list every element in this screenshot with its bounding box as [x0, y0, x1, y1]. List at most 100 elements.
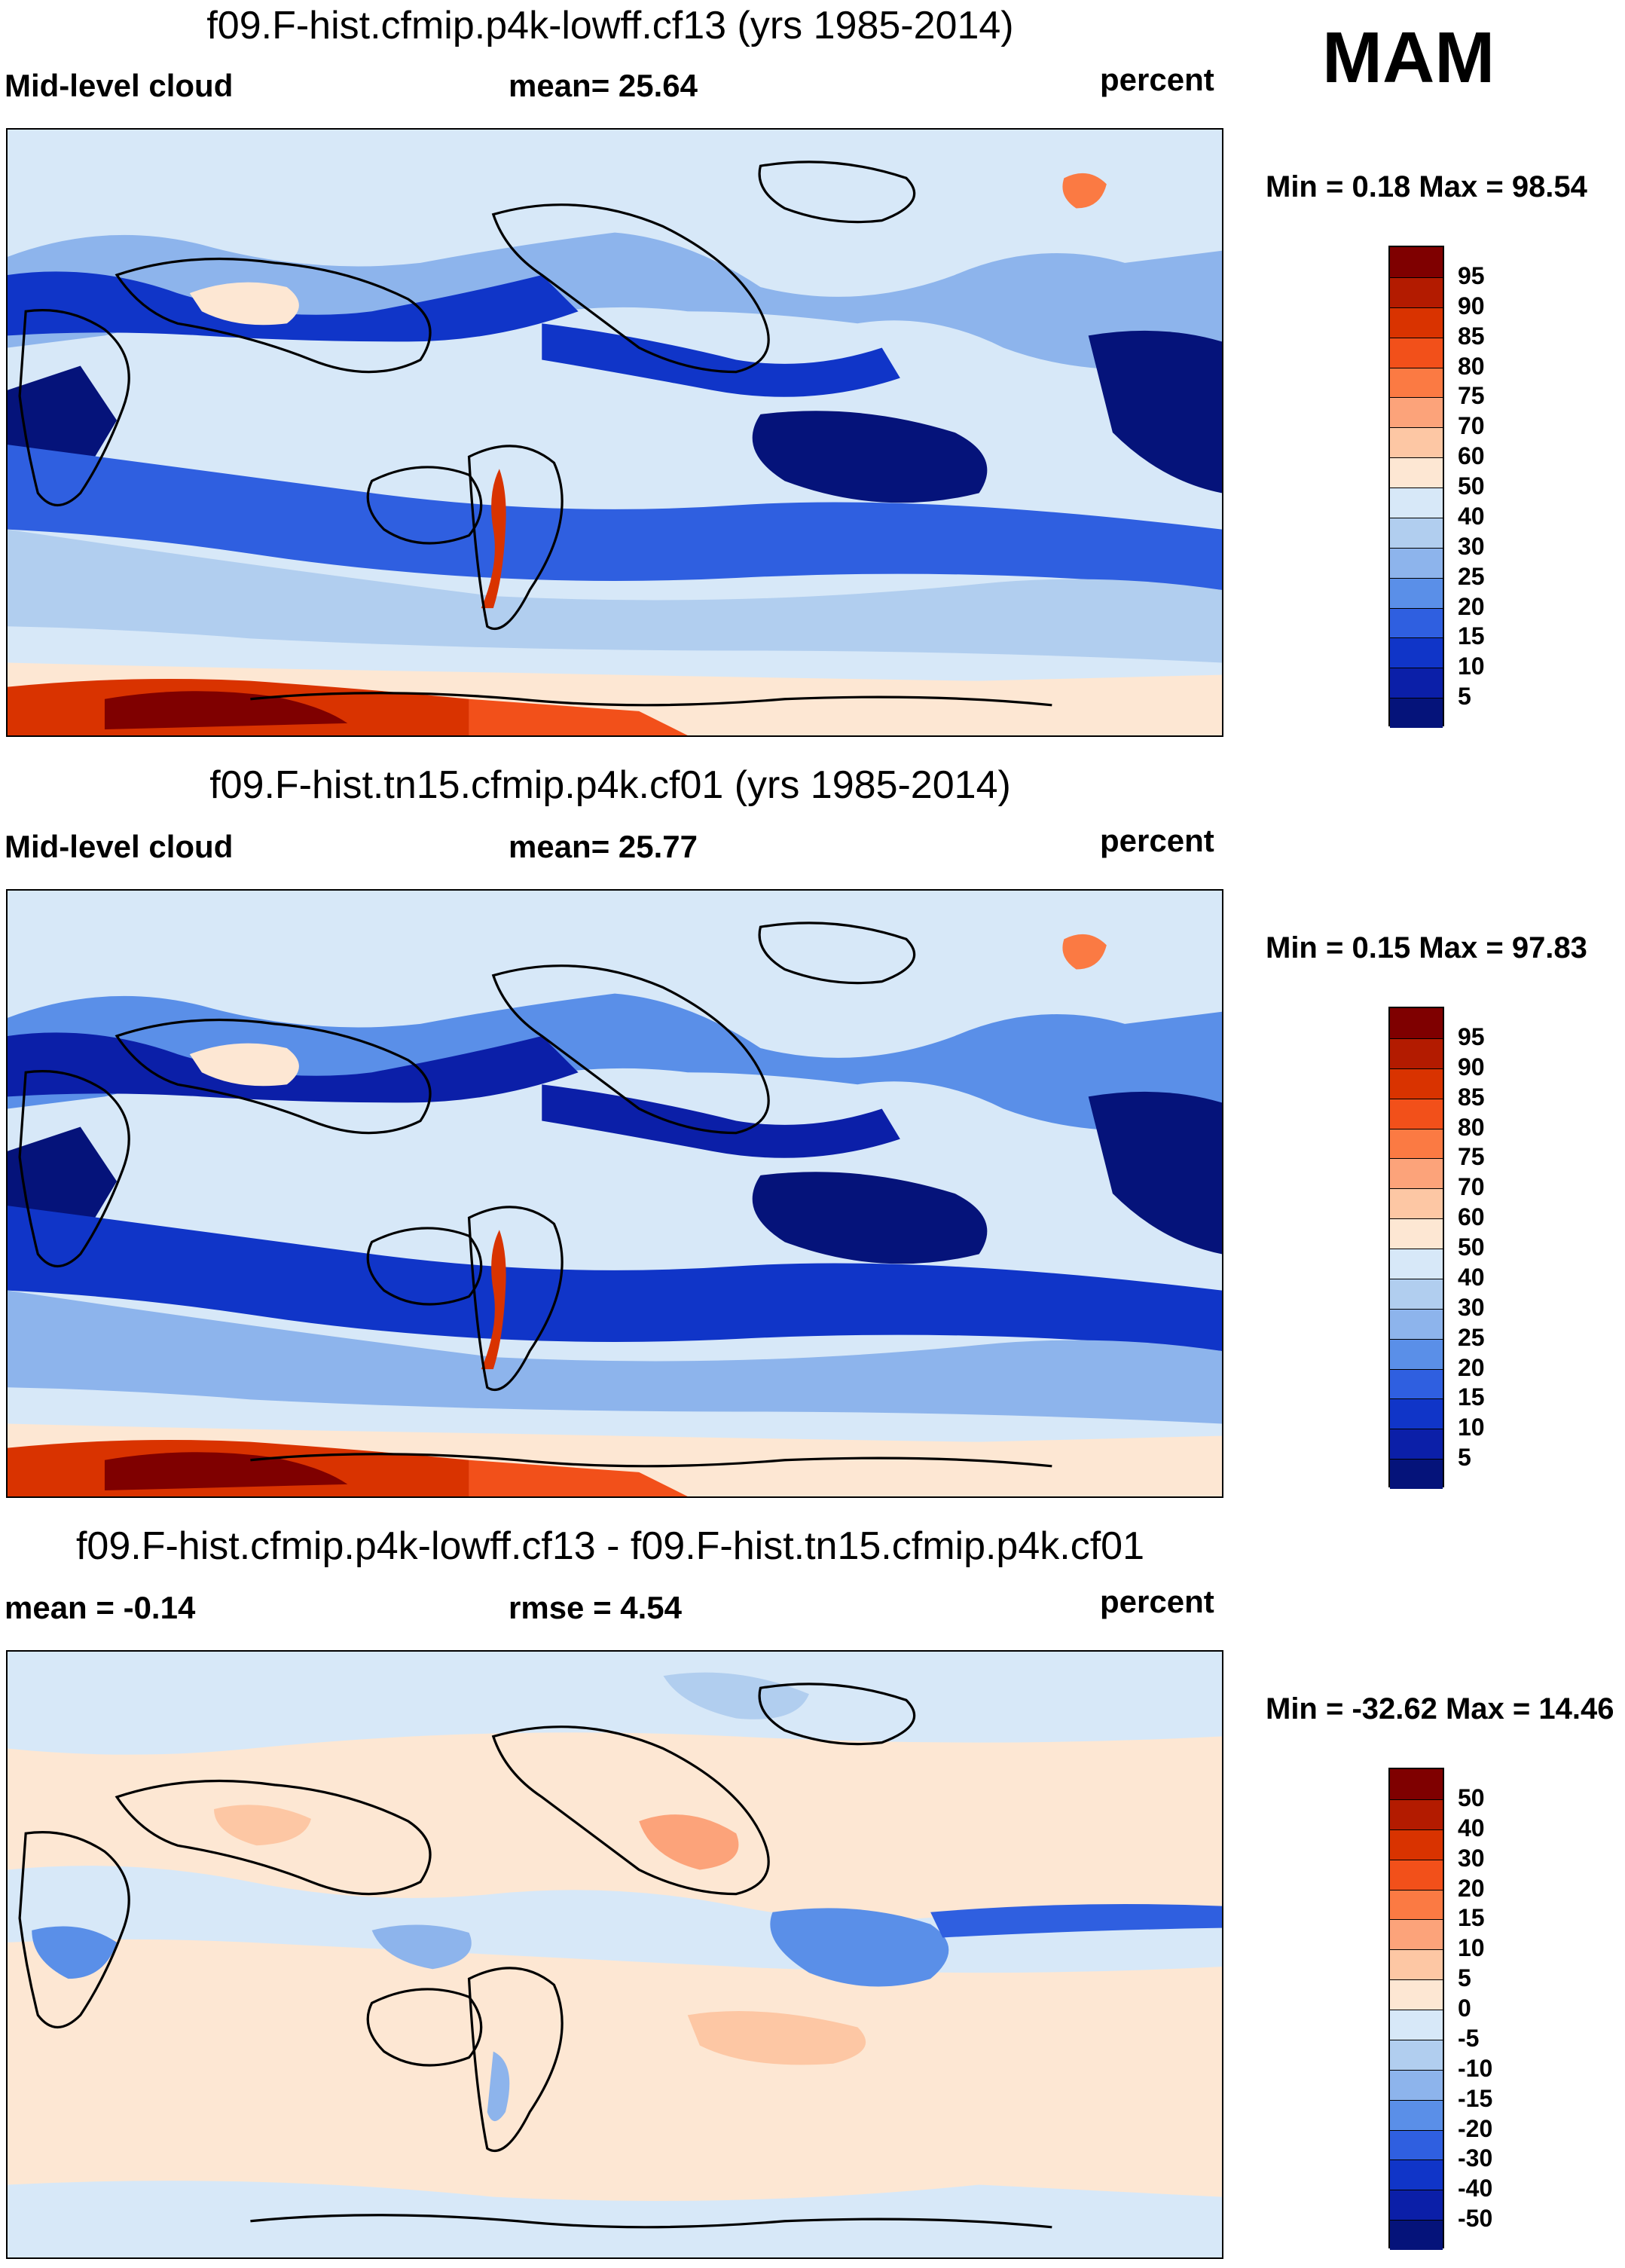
colorbar-segment	[1390, 457, 1443, 488]
colorbar-label: 60	[1458, 1203, 1485, 1231]
colorbar-label: -30	[1458, 2144, 1493, 2172]
colorbar-label: 50	[1458, 1233, 1485, 1261]
colorbar-label: 10	[1458, 653, 1485, 680]
colorbar-label: 10	[1458, 1414, 1485, 1441]
colorbar-label: 75	[1458, 1143, 1485, 1171]
panel-1-title: f09.F-hist.cfmip.p4k-lowff.cf13 (yrs 198…	[206, 4, 1014, 47]
colorbar-label: 95	[1458, 261, 1485, 289]
colorbar-label: 30	[1458, 1844, 1485, 1872]
colorbar-segment	[1390, 1158, 1443, 1189]
colorbar-label: 20	[1458, 1353, 1485, 1381]
colorbar-segment	[1390, 1859, 1443, 1890]
colorbar-segment	[1390, 337, 1443, 368]
panel-3-colorbar-labels: 50 40 30 20 15 10 5 0 -5 -10 -15 -20 -30 -40 -50	[1458, 1768, 1548, 2248]
colorbar-label: -10	[1458, 2054, 1493, 2082]
colorbar-segment	[1390, 1008, 1443, 1038]
panel-3-colorbar	[1388, 1768, 1444, 2250]
panel-1-colorbar	[1388, 246, 1444, 728]
colorbar-label: 5	[1458, 1444, 1471, 1472]
colorbar-label: -50	[1458, 2205, 1493, 2233]
colorbar-label: -40	[1458, 2175, 1493, 2202]
colorbar-label: -15	[1458, 2084, 1493, 2112]
colorbar-label: 85	[1458, 322, 1485, 350]
colorbar-label: 30	[1458, 1293, 1485, 1321]
colorbar-label: 20	[1458, 1874, 1485, 1902]
colorbar-label: 80	[1458, 352, 1485, 380]
colorbar-segment	[1390, 1218, 1443, 1249]
colorbar-label: 25	[1458, 1323, 1485, 1351]
colorbar-segment	[1390, 427, 1443, 458]
colorbar-segment	[1390, 2039, 1443, 2070]
colorbar-segment	[1390, 1188, 1443, 1219]
panel-3-mean: mean = -0.14	[5, 1590, 196, 1625]
panel-1-colorbar-labels: 95 90 85 80 75 70 60 50 40 30 25 20 15 10 5	[1458, 246, 1548, 726]
panel-1-variable: Mid-level cloud	[5, 68, 234, 103]
colorbar-label: 25	[1458, 562, 1485, 590]
colorbar-label: 30	[1458, 532, 1485, 560]
colorbar-label: 5	[1458, 683, 1471, 711]
colorbar-label: 0	[1458, 1994, 1471, 2022]
season-label: MAM	[1322, 17, 1495, 98]
colorbar-segment	[1390, 1398, 1443, 1429]
panel-2-minmax: Min = 0.15 Max = 97.83	[1266, 931, 1587, 964]
colorbar-segment	[1390, 517, 1443, 548]
colorbar-label: 15	[1458, 622, 1485, 650]
panel-3-units: percent	[1100, 1584, 1214, 1619]
colorbar-segment	[1390, 2069, 1443, 2100]
panel-2-title: f09.F-hist.tn15.cfmip.p4k.cf01 (yrs 1985…	[209, 763, 1011, 807]
colorbar-label: 5	[1458, 1964, 1471, 1992]
colorbar-segment	[1390, 1068, 1443, 1099]
colorbar-segment	[1390, 488, 1443, 518]
colorbar-segment	[1390, 698, 1443, 728]
panel-1-units: percent	[1100, 62, 1214, 97]
colorbar-segment	[1390, 1278, 1443, 1309]
colorbar-segment	[1390, 1979, 1443, 2010]
colorbar-segment	[1390, 1338, 1443, 1369]
colorbar-segment	[1390, 607, 1443, 638]
colorbar-label: 85	[1458, 1083, 1485, 1111]
panel-2-map	[6, 889, 1223, 1498]
colorbar-segment	[1390, 668, 1443, 698]
panel-3-map	[6, 1650, 1223, 2259]
colorbar-segment	[1390, 1308, 1443, 1339]
colorbar-label: 90	[1458, 292, 1485, 319]
colorbar-label: 40	[1458, 502, 1485, 530]
colorbar-label: 40	[1458, 1814, 1485, 1842]
colorbar-segment	[1390, 547, 1443, 578]
colorbar-segment	[1390, 397, 1443, 428]
panel-2-mean: mean= 25.77	[509, 829, 698, 864]
colorbar-label: 95	[1458, 1022, 1485, 1050]
panel-2-variable: Mid-level cloud	[5, 829, 234, 864]
colorbar-label: -5	[1458, 2024, 1480, 2052]
colorbar-label: 40	[1458, 1263, 1485, 1291]
colorbar-segment	[1390, 2129, 1443, 2160]
panel-2-colorbar	[1388, 1007, 1444, 1489]
colorbar-label: 75	[1458, 382, 1485, 410]
colorbar-label: 80	[1458, 1113, 1485, 1141]
panel-1-mean: mean= 25.64	[509, 68, 698, 103]
panel-3-title: f09.F-hist.cfmip.p4k-lowff.cf13 - f09.F-…	[75, 1524, 1145, 1568]
colorbar-label: -20	[1458, 2114, 1493, 2142]
colorbar-segment	[1390, 1889, 1443, 1920]
panel-2-units: percent	[1100, 823, 1214, 858]
colorbar-segment	[1390, 1249, 1443, 1279]
colorbar-segment	[1390, 1799, 1443, 1829]
panel-3-minmax: Min = -32.62 Max = 14.46	[1266, 1692, 1614, 1725]
colorbar-label: 70	[1458, 412, 1485, 440]
panel-1-minmax: Min = 0.18 Max = 98.54	[1266, 170, 1587, 203]
panel-1-map	[6, 128, 1223, 737]
colorbar-segment	[1390, 1098, 1443, 1129]
colorbar-label: 50	[1458, 472, 1485, 500]
colorbar-label: 50	[1458, 1784, 1485, 1811]
colorbar-segment	[1390, 1919, 1443, 1950]
colorbar-segment	[1390, 2190, 1443, 2221]
colorbar-segment	[1390, 577, 1443, 608]
colorbar-segment	[1390, 2220, 1443, 2250]
colorbar-label: 90	[1458, 1053, 1485, 1081]
colorbar-segment	[1390, 1368, 1443, 1399]
colorbar-segment	[1390, 1769, 1443, 1799]
colorbar-label: 15	[1458, 1904, 1485, 1932]
colorbar-segment	[1390, 1949, 1443, 1980]
colorbar-segment	[1390, 2010, 1443, 2040]
colorbar-segment	[1390, 1459, 1443, 1489]
